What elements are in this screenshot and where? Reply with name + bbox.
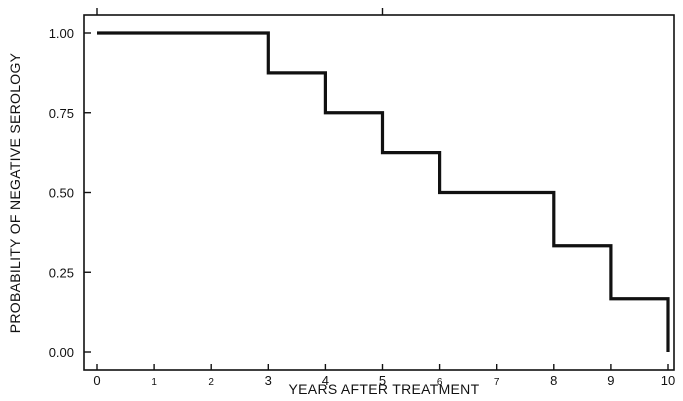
y-tick-label: 0.00 xyxy=(49,345,74,360)
x-tick-label: 1 xyxy=(151,377,157,388)
plot-frame xyxy=(83,14,675,371)
y-tick-label: 0.75 xyxy=(49,106,74,121)
x-tick-label: 0 xyxy=(93,373,100,388)
x-tick-label: 9 xyxy=(607,373,614,388)
x-tick-label: 5 xyxy=(379,373,386,388)
x-ticks: 0 1 2 3 4 5 6 7 8 9 10 xyxy=(93,364,675,388)
x-tick-label: 6 xyxy=(437,377,443,388)
y-tick-label: 0.50 xyxy=(49,186,74,201)
survival-step-line xyxy=(97,31,670,352)
x-tick-label: 2 xyxy=(208,377,214,388)
x-tick-label: 10 xyxy=(661,373,675,388)
x-tick-label: 4 xyxy=(322,373,329,388)
y-tick-label: 0.25 xyxy=(49,265,74,280)
x-tick-label: 8 xyxy=(550,373,557,388)
x-tick-label: 3 xyxy=(265,373,272,388)
y-tick-label: 1.00 xyxy=(49,26,74,41)
x-axis-title: YEARS AFTER TREATMENT xyxy=(289,381,480,397)
y-ticks: 0.00 0.25 0.50 0.75 1.00 xyxy=(49,26,91,360)
y-axis-title: PROBABILITY OF NEGATIVE SEROLOGY xyxy=(7,52,23,333)
x-tick-label: 7 xyxy=(494,377,500,388)
top-ticks xyxy=(96,8,384,15)
